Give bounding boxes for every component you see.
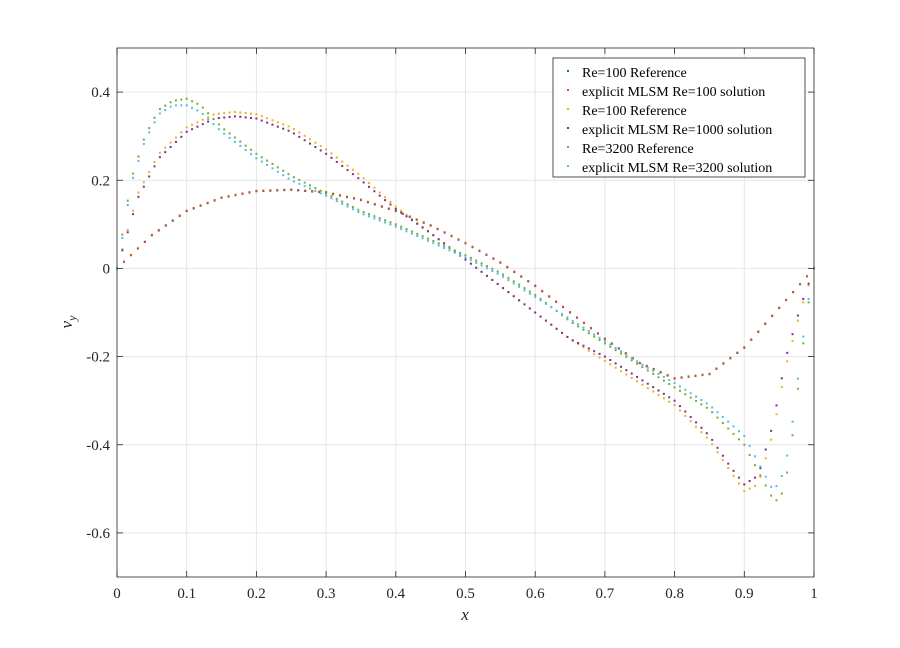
x-tick-label: 0.2 [247, 586, 266, 602]
x-tick-label: 0.7 [596, 586, 615, 602]
legend-entry: explicit MLSM Re=3200 solution [582, 161, 772, 176]
x-tick-label: 0.1 [177, 586, 196, 602]
y-tick-label: -0.4 [86, 438, 110, 454]
x-tick-label: 0.5 [456, 586, 475, 602]
y-tick-label: 0.2 [91, 173, 110, 189]
x-tick-label: 0.9 [735, 586, 754, 602]
x-tick-label: 0.6 [526, 586, 545, 602]
x-axis-label: x [460, 605, 469, 624]
y-tick-label: 0.4 [91, 85, 110, 101]
x-tick-label: 0.4 [386, 586, 405, 602]
legend-box [552, 57, 806, 178]
legend-marker [567, 89, 569, 91]
legend-marker [567, 70, 569, 72]
legend-entry: Re=100 Reference [582, 66, 687, 81]
x-tick-label: 0 [113, 586, 121, 602]
x-tick-label: 0.3 [317, 586, 336, 602]
legend-entry: explicit MLSM Re=1000 solution [582, 123, 772, 138]
y-axis-ticks: -0.6 -0.4 -0.2 0 0.2 0.4 [86, 85, 814, 542]
legend-marker [567, 165, 569, 167]
legend-entry: explicit MLSM Re=100 solution [582, 85, 765, 100]
legend-entry: Re=3200 Reference [582, 142, 694, 157]
x-axis-ticks: 0 0.1 0.2 0.3 0.4 0.5 0.6 0.7 0.8 0.9 1 [113, 48, 818, 602]
legend-marker [567, 127, 569, 129]
legend: Re=100 Reference explicit MLSM Re=100 sol… [552, 57, 806, 178]
legend-entry: Re=100 Reference [582, 104, 687, 119]
series-5 [116, 104, 815, 488]
legend-marker [567, 146, 569, 148]
y-tick-label: 0 [103, 261, 111, 277]
legend-marker [567, 108, 569, 110]
x-tick-label: 0.8 [665, 586, 684, 602]
y-tick-label: -0.6 [86, 526, 110, 542]
series-1 [116, 188, 815, 380]
x-tick-label: 1 [810, 586, 818, 602]
y-tick-label: -0.2 [86, 350, 110, 366]
